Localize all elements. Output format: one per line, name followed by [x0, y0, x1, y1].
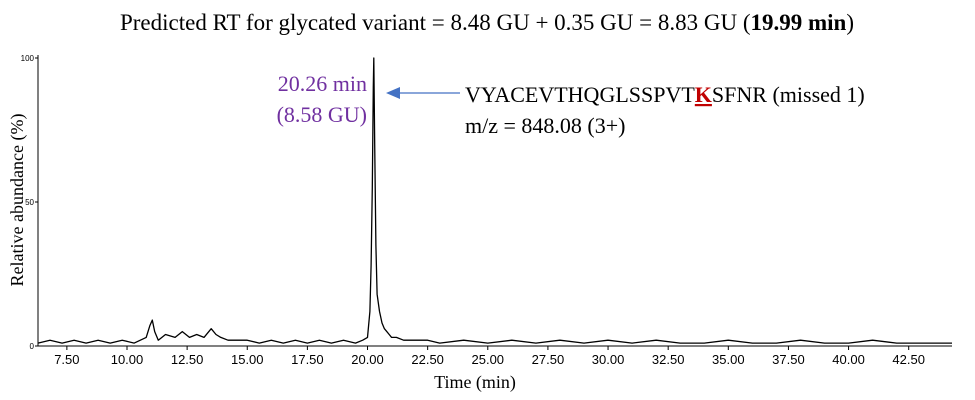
peptide-sequence: VYACEVTHQGLSSPVTKSFNR (missed 1) — [465, 82, 865, 107]
chart-title: Predicted RT for glycated variant = 8.48… — [120, 10, 854, 35]
x-tick-label: 10.00 — [111, 352, 144, 367]
chart-title-bold: 19.99 min — [751, 10, 847, 35]
y-axis-label: Relative abundance (%) — [7, 114, 28, 287]
chromatogram-trace — [37, 57, 952, 344]
x-tick-label: 15.00 — [231, 352, 264, 367]
chart-title-close: ) — [846, 10, 854, 35]
x-axis-label: Time (min) — [434, 372, 516, 393]
sequence-highlight: K — [695, 82, 712, 107]
x-tick-label: 40.00 — [832, 352, 865, 367]
x-tick-label: 22.50 — [411, 352, 444, 367]
axes — [37, 55, 952, 347]
x-tick-label: 32.50 — [652, 352, 685, 367]
peak-gu-label: (8.58 GU) — [277, 102, 367, 127]
peak-rt-label: 20.26 min — [278, 71, 367, 96]
sequence-after: SFNR (missed 1) — [712, 82, 865, 107]
x-axis-ticks: 7.50 10.00 12.50 15.00 17.50 20.00 22.50 25.00 2… — [54, 346, 925, 367]
x-tick-label: 12.50 — [171, 352, 204, 367]
x-tick-label: 7.50 — [54, 352, 79, 367]
peak-arrow — [386, 87, 460, 99]
x-tick-label: 37.50 — [772, 352, 805, 367]
x-tick-label: 30.00 — [592, 352, 625, 367]
y-tick-label: 50 — [25, 198, 34, 207]
x-tick-label: 42.50 — [892, 352, 925, 367]
x-tick-label: 20.00 — [351, 352, 384, 367]
y-tick-label: 0 — [30, 342, 35, 351]
chart-title-main: Predicted RT for glycated variant = 8.48… — [120, 10, 751, 35]
y-tick-label: 100 — [21, 54, 35, 63]
x-tick-label: 35.00 — [712, 352, 745, 367]
mz-label: m/z = 848.08 (3+) — [465, 113, 625, 138]
peak-arrow-head — [386, 87, 400, 99]
x-tick-label: 17.50 — [291, 352, 324, 367]
x-tick-label: 25.00 — [472, 352, 505, 367]
sequence-before: VYACEVTHQGLSSPVT — [465, 82, 695, 107]
x-tick-label: 27.50 — [532, 352, 565, 367]
y-axis-ticks: 0 50 100 — [21, 54, 38, 351]
